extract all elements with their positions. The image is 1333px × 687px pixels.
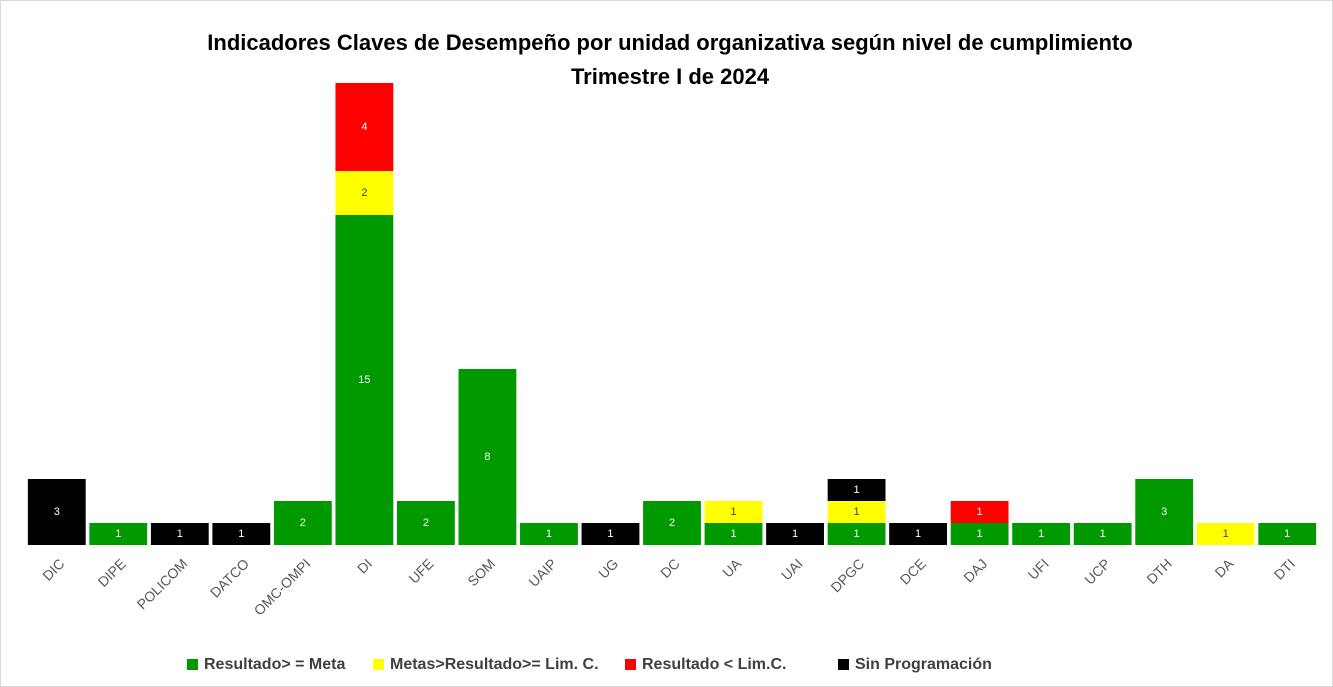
legend-label: Sin Programación: [855, 656, 992, 673]
value-label: 1: [977, 528, 983, 540]
bar-segment: [1073, 523, 1132, 545]
bar-segment: [27, 479, 86, 545]
bar-segment: [458, 369, 517, 545]
legend-label: Resultado> = Meta: [204, 656, 345, 673]
value-label: 3: [1161, 506, 1167, 518]
value-label: 2: [300, 517, 306, 529]
bar-segment: [950, 523, 1009, 545]
bar-segment: [520, 523, 578, 545]
value-label: 8: [484, 451, 490, 463]
value-label: 1: [854, 484, 860, 496]
value-label: 1: [977, 506, 983, 518]
value-label: 2: [361, 187, 367, 199]
bar-segment: [335, 83, 394, 171]
bar-segment: [1135, 479, 1194, 545]
bar-segment: [704, 523, 763, 545]
value-label: 3: [54, 506, 60, 518]
value-label: 2: [423, 517, 429, 529]
value-label: 2: [669, 517, 675, 529]
value-label: 1: [238, 528, 244, 540]
bar-segment: [827, 501, 886, 523]
chart-subtitle: Trimestre I de 2024: [571, 64, 770, 89]
bar-segment: [827, 523, 886, 545]
value-label: 1: [1223, 528, 1229, 540]
legend-swatch: [187, 659, 198, 670]
value-label: 1: [730, 528, 736, 540]
bar-segment: [950, 501, 1009, 523]
bar-segment: [704, 501, 763, 523]
legend-swatch: [625, 659, 636, 670]
legend-swatch: [373, 659, 384, 670]
bar-segment: [827, 479, 886, 501]
bar-segment: [335, 215, 394, 545]
value-label: 1: [546, 528, 552, 540]
bar-segment: [212, 523, 271, 545]
value-label: 1: [915, 528, 921, 540]
bar-segment: [643, 501, 701, 545]
bar-segment: [89, 523, 148, 545]
chart-title: Indicadores Claves de Desempeño por unid…: [207, 30, 1132, 55]
bar-segment: [766, 523, 824, 545]
legend-swatch: [838, 659, 849, 670]
bar-segment: [1012, 523, 1071, 545]
bar-segment: [581, 523, 640, 545]
legend-label: Resultado < Lim.C.: [642, 656, 786, 673]
value-label: 1: [115, 528, 121, 540]
value-label: 1: [1038, 528, 1044, 540]
value-label: 1: [177, 528, 183, 540]
bar-segment: [150, 523, 209, 545]
value-label: 1: [607, 528, 613, 540]
value-label: 1: [792, 528, 798, 540]
value-label: 15: [358, 374, 370, 386]
bar-segment: [889, 523, 948, 545]
value-label: 1: [854, 528, 860, 540]
bar-segment: [335, 171, 394, 215]
bar-segment: [1258, 523, 1317, 545]
value-label: 1: [1284, 528, 1290, 540]
bar-segment: [396, 501, 455, 545]
value-label: 1: [730, 506, 736, 518]
value-label: 1: [1100, 528, 1106, 540]
legend-label: Metas>Resultado>= Lim. C.: [390, 656, 599, 673]
bar-segment: [1196, 523, 1255, 545]
value-label: 4: [361, 121, 367, 133]
bar-segment: [273, 501, 332, 545]
value-label: 1: [854, 506, 860, 518]
